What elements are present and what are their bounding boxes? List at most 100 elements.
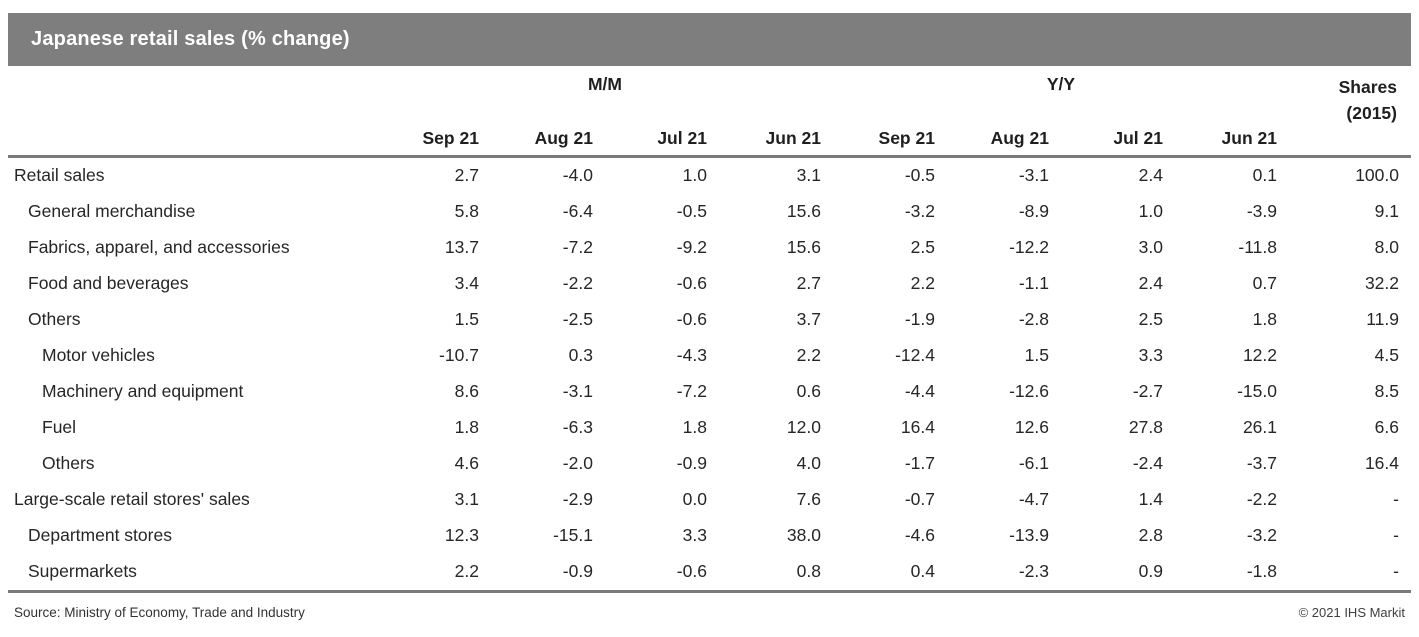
month-header: Jul 21	[1060, 122, 1175, 158]
shares-header-line1: Shares	[1338, 77, 1397, 97]
cell-value: 11.9	[1366, 309, 1399, 329]
cell-value: -	[1289, 553, 1411, 593]
table-body: Retail sales 2.7 -4.0 1.0 3.1 -0.5 -3.1 2.4 0.1 1…	[8, 156, 1411, 593]
cell-value: 0.3	[568, 345, 593, 365]
cell-value: 15.6	[786, 237, 821, 257]
cell-value: 15.6	[786, 201, 821, 221]
cell-value: -4.7	[1018, 489, 1049, 509]
row-label: Machinery and equipment	[42, 381, 244, 401]
row-label: Food and beverages	[28, 273, 189, 293]
cell-value: -6.1	[1018, 453, 1049, 473]
cell-value: 100.0	[1355, 165, 1399, 185]
cell-value: 0.0	[682, 489, 707, 509]
cell-value: 0.9	[1060, 553, 1175, 593]
table-row: Fabrics, apparel, and accessories 13.7 -7.…	[8, 230, 1411, 266]
cell-value: -2.2	[562, 273, 593, 293]
cell-value: 2.2	[796, 345, 821, 365]
cell-value: 8.6	[454, 381, 479, 401]
cell-value: -3.1	[562, 381, 593, 401]
cell-value: -12.6	[1009, 381, 1049, 401]
cell-value: -3.1	[1018, 165, 1049, 185]
cell-value: -10.7	[439, 345, 479, 365]
row-label: Large-scale retail stores' sales	[14, 489, 250, 509]
cell-value: 3.1	[796, 165, 821, 185]
month-header: Aug 21	[946, 122, 1061, 158]
month-header-row: Sep 21 Aug 21 Jul 21 Jun 21 Sep 21 Aug 21 Jul …	[8, 122, 1411, 158]
cell-value: 1.0	[1138, 201, 1163, 221]
cell-value: -7.2	[562, 237, 593, 257]
cell-value: -1.9	[904, 309, 935, 329]
cell-value: 4.0	[796, 453, 821, 473]
cell-value: 2.8	[1138, 525, 1163, 545]
cell-value: 9.1	[1374, 201, 1399, 221]
row-label: Department stores	[28, 525, 172, 545]
cell-value: 8.0	[1374, 237, 1399, 257]
table-row: Fuel 1.8 -6.3 1.8 12.0 16.4 12.6 27.8 26.1 6.6	[8, 410, 1411, 446]
row-label: Retail sales	[14, 165, 105, 185]
cell-value: 3.0	[1138, 237, 1163, 257]
month-header: Jul 21	[604, 122, 719, 158]
cell-value: -1.8	[1174, 553, 1289, 593]
group-header-yy: Y/Y	[1046, 74, 1076, 94]
cell-value: 0.6	[796, 381, 821, 401]
retail-sales-table: M/M Y/Y Shares (2015) Sep 21 Aug 21 Jul 21 J…	[8, 66, 1411, 593]
cell-value: -	[1393, 525, 1399, 545]
cell-value: -0.6	[604, 553, 719, 593]
cell-value: -2.4	[1132, 453, 1163, 473]
cell-value: 13.7	[444, 237, 479, 257]
cell-value: 0.8	[718, 553, 833, 593]
cell-value: -0.7	[904, 489, 935, 509]
cell-value: 2.7	[454, 165, 479, 185]
cell-value: -0.6	[676, 309, 707, 329]
group-header-mm: M/M	[587, 74, 622, 94]
table-row: Others 1.5 -2.5 -0.6 3.7 -1.9 -2.8 2.5 1.8 11.9	[8, 302, 1411, 338]
cell-value: 1.5	[454, 309, 479, 329]
cell-value: 3.4	[454, 273, 479, 293]
cell-value: -4.0	[562, 165, 593, 185]
cell-value: -11.8	[1238, 237, 1277, 257]
cell-value: 4.6	[454, 453, 479, 473]
cell-value: -4.6	[904, 525, 935, 545]
shares-header-line2: (2015)	[1346, 103, 1397, 123]
cell-value: -12.2	[1009, 237, 1049, 257]
page: Japanese retail sales (% change) M/M Y/Y…	[8, 13, 1411, 620]
cell-value: 5.8	[454, 201, 479, 221]
cell-value: -1.7	[904, 453, 935, 473]
cell-value: -3.9	[1246, 201, 1277, 221]
table-row: Supermarkets 2.2 -0.9 -0.6 0.8 0.4 -2.3 0.9 -1.8…	[8, 553, 1411, 593]
cell-value: -4.3	[676, 345, 707, 365]
cell-value: -2.9	[562, 489, 593, 509]
cell-value: -2.3	[946, 553, 1061, 593]
cell-value: -0.5	[676, 201, 707, 221]
cell-value: 0.4	[832, 553, 947, 593]
cell-value: -15.1	[553, 525, 593, 545]
row-label: General merchandise	[28, 201, 196, 221]
footer: Source: Ministry of Economy, Trade and I…	[8, 593, 1411, 620]
cell-value: 3.3	[1138, 345, 1163, 365]
copyright-note: © 2021 IHS Markit	[1298, 604, 1405, 620]
cell-value: 26.1	[1242, 417, 1277, 437]
cell-value: 16.4	[900, 417, 935, 437]
cell-value: 12.2	[1242, 345, 1277, 365]
cell-value: -1.1	[1018, 273, 1049, 293]
table-row: Others 4.6 -2.0 -0.9 4.0 -1.7 -6.1 -2.4 -3.7 16.4	[8, 446, 1411, 482]
cell-value: 32.2	[1364, 273, 1399, 293]
cell-value: 1.5	[1024, 345, 1049, 365]
cell-value: -6.4	[562, 201, 593, 221]
cell-value: 1.0	[682, 165, 707, 185]
month-header: Aug 21	[490, 122, 605, 158]
table-row: Motor vehicles -10.7 0.3 -4.3 2.2 -12.4 1.5 3.3…	[8, 338, 1411, 374]
cell-value: -3.2	[1246, 525, 1277, 545]
cell-value: -7.2	[676, 381, 707, 401]
cell-value: 2.2	[910, 273, 935, 293]
cell-value: -4.4	[904, 381, 935, 401]
cell-value: -3.2	[904, 201, 935, 221]
table-row: Food and beverages 3.4 -2.2 -0.6 2.7 2.2 -1.1 2…	[8, 266, 1411, 302]
table-row: Department stores 12.3 -15.1 3.3 38.0 -4.6 -13…	[8, 518, 1411, 554]
table-row: Retail sales 2.7 -4.0 1.0 3.1 -0.5 -3.1 2.4 0.1 1…	[8, 156, 1411, 194]
cell-value: 2.4	[1138, 165, 1163, 185]
month-header: Sep 21	[376, 122, 491, 158]
cell-value: 7.6	[796, 489, 821, 509]
cell-value: 1.8	[682, 417, 707, 437]
cell-value: -6.3	[562, 417, 593, 437]
